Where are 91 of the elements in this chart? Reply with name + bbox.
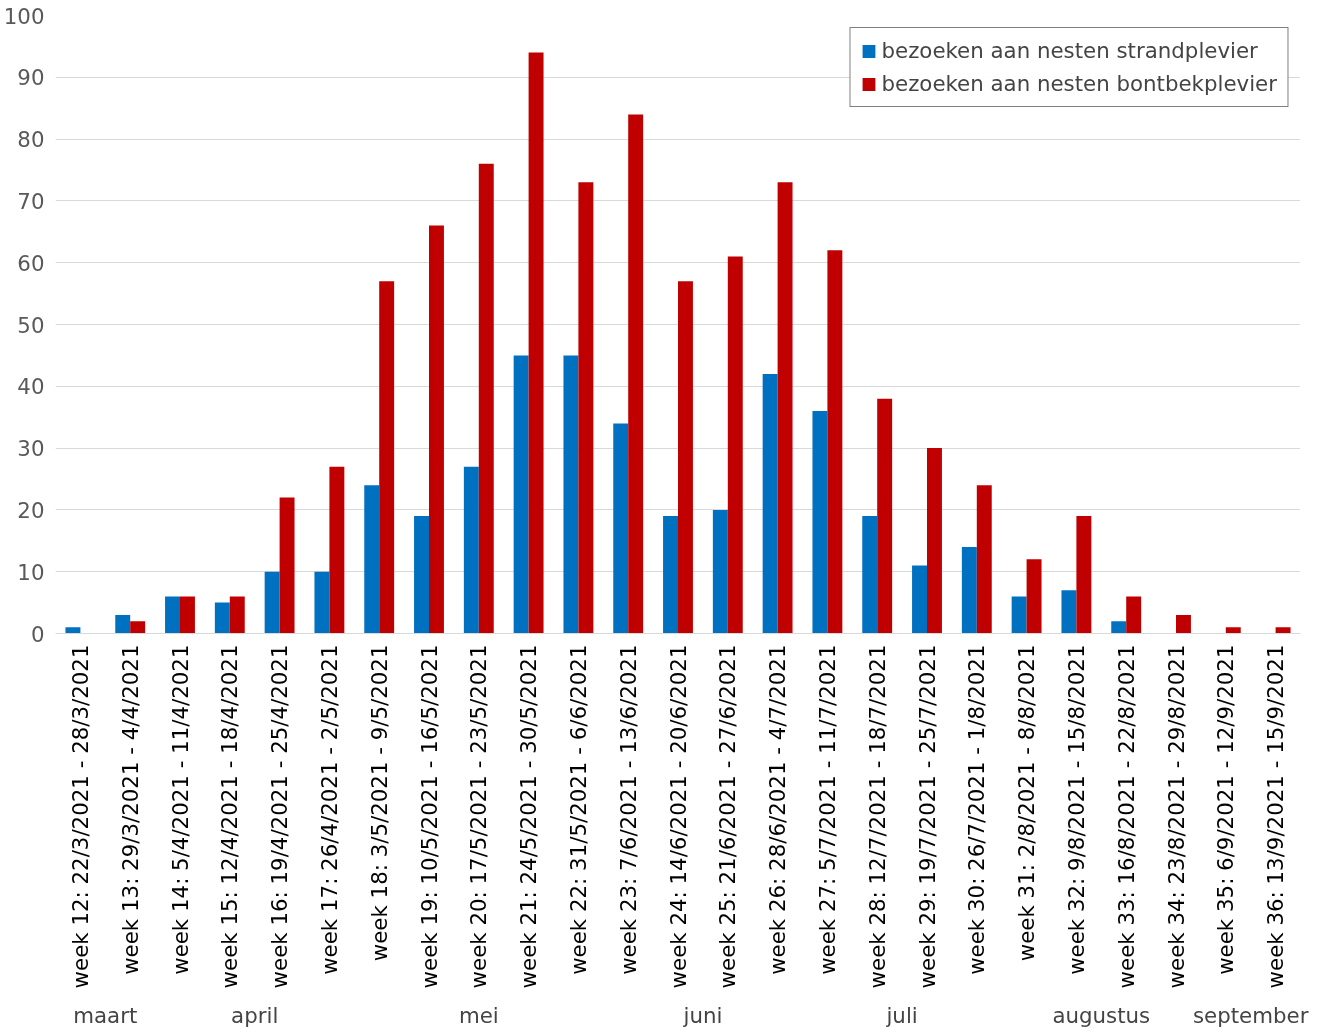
y-tick-label: 70	[17, 188, 45, 214]
bar	[712, 509, 728, 634]
x-tick-label: week 13: 29/3/2021 - 4/4/2021	[117, 644, 143, 975]
bar	[563, 355, 579, 634]
y-tick-label: 0	[30, 621, 45, 647]
text: juni	[682, 1002, 723, 1028]
legend-label: bezoeken aan nesten bontbekplevier	[881, 71, 1277, 96]
bar	[812, 411, 828, 634]
bar	[961, 546, 977, 634]
bar	[927, 448, 942, 634]
bar	[65, 627, 81, 634]
bar	[329, 466, 345, 634]
x-tick-label: week 34: 23/8/2021 - 29/8/2021	[1163, 644, 1189, 989]
bar	[264, 571, 280, 634]
bar	[1076, 516, 1092, 634]
bar	[1026, 559, 1042, 634]
bar	[827, 250, 843, 634]
x-tick-label: week 19: 10/5/2021 - 16/5/2021	[416, 644, 442, 989]
y-tick-label: 10	[17, 559, 45, 585]
x-tick-label: week 26: 28/6/2021 - 4/7/2021	[765, 644, 791, 975]
text: april	[231, 1002, 279, 1028]
x-tick-label: week 29: 19/7/2021 - 25/7/2021	[914, 644, 940, 989]
bar	[628, 114, 644, 634]
bar	[478, 163, 494, 634]
y-tick-label: 100	[3, 3, 45, 29]
x-tick-label: week 35: 6/9/2021 - 12/9/2021	[1213, 644, 1239, 975]
bar	[115, 614, 131, 634]
x-tick-label: week 24: 14/6/2021 - 20/6/2021	[665, 644, 691, 989]
x-tick-label: week 22: 31/5/2021 - 6/6/2021	[565, 644, 591, 975]
bar	[1011, 596, 1027, 634]
y-tick-label: 20	[17, 497, 45, 523]
bar	[678, 281, 693, 634]
x-tick-label: week 17: 26/4/2021 - 2/5/2021	[316, 644, 342, 975]
bar	[613, 423, 629, 634]
x-tick-label: week 27: 5/7/2021 - 11/7/2021	[814, 644, 840, 975]
text: september	[1192, 1002, 1309, 1028]
x-tick-label: week 12: 22/3/2021 - 28/3/2021	[67, 644, 93, 989]
bar	[229, 596, 245, 634]
x-tick-label: week 21: 24/5/2021 - 30/5/2021	[516, 644, 542, 989]
y-tick-label: 40	[17, 374, 45, 400]
bar	[1126, 596, 1142, 634]
x-tick-label: week 30: 26/7/2021 - 1/8/2021	[964, 644, 990, 975]
bar	[414, 516, 429, 634]
x-tick-label: week 20: 17/5/2021 - 23/5/2021	[466, 644, 492, 989]
x-tick-label: week 15: 12/4/2021 - 18/4/2021	[217, 644, 243, 989]
bar	[463, 466, 479, 634]
bar	[513, 355, 529, 634]
y-tick-label: 50	[17, 312, 45, 338]
bar	[578, 182, 594, 634]
bar	[130, 621, 146, 634]
bar	[912, 565, 927, 634]
bar	[180, 596, 195, 634]
bar	[862, 516, 878, 634]
x-tick-label: week 25: 21/6/2021 - 27/6/2021	[715, 644, 741, 989]
x-tick-label: week 28: 12/7/2021 - 18/7/2021	[864, 644, 890, 989]
bar	[877, 398, 893, 634]
bar	[364, 485, 380, 634]
text: augustus	[1052, 1002, 1151, 1028]
x-tick-label: week 36: 13/9/2021 - 15/9/2021	[1263, 644, 1289, 989]
bar	[379, 281, 395, 634]
y-tick-label: 90	[17, 65, 45, 91]
legend-label: bezoeken aan nesten strandplevier	[881, 38, 1258, 63]
bar	[279, 497, 295, 634]
x-tick-label: week 16: 19/4/2021 - 25/4/2021	[267, 644, 293, 989]
bar	[1111, 621, 1127, 634]
bar	[777, 182, 793, 634]
bar	[1061, 590, 1077, 634]
bar	[727, 256, 743, 634]
x-tick-label: week 31: 2/8/2021 - 8/8/2021	[1014, 644, 1040, 962]
x-tick-label: week 18: 3/5/2021 - 9/5/2021	[366, 644, 392, 962]
bar	[165, 596, 180, 634]
bar	[976, 485, 992, 634]
y-tick-label: 80	[17, 127, 45, 153]
text: juli	[885, 1002, 918, 1028]
bar	[762, 373, 778, 634]
bar	[314, 571, 330, 634]
y-tick-label: 30	[17, 436, 45, 462]
x-tick-label: week 33: 16/8/2021 - 22/8/2021	[1113, 644, 1139, 989]
bar	[1176, 614, 1191, 634]
bar	[663, 516, 678, 634]
x-tick-label: week 23: 7/6/2021 - 13/6/2021	[615, 644, 641, 975]
bar	[429, 225, 444, 634]
y-tick-label: 60	[17, 250, 45, 276]
bar	[1275, 627, 1291, 634]
bar	[214, 602, 230, 634]
x-tick-label: week 14: 5/4/2021 - 11/4/2021	[167, 644, 193, 975]
x-tick-label: week 32: 9/8/2021 - 15/8/2021	[1063, 644, 1089, 975]
text: maart	[73, 1002, 138, 1028]
text: mei	[458, 1002, 499, 1028]
bar	[1225, 627, 1241, 634]
bar	[528, 52, 544, 634]
